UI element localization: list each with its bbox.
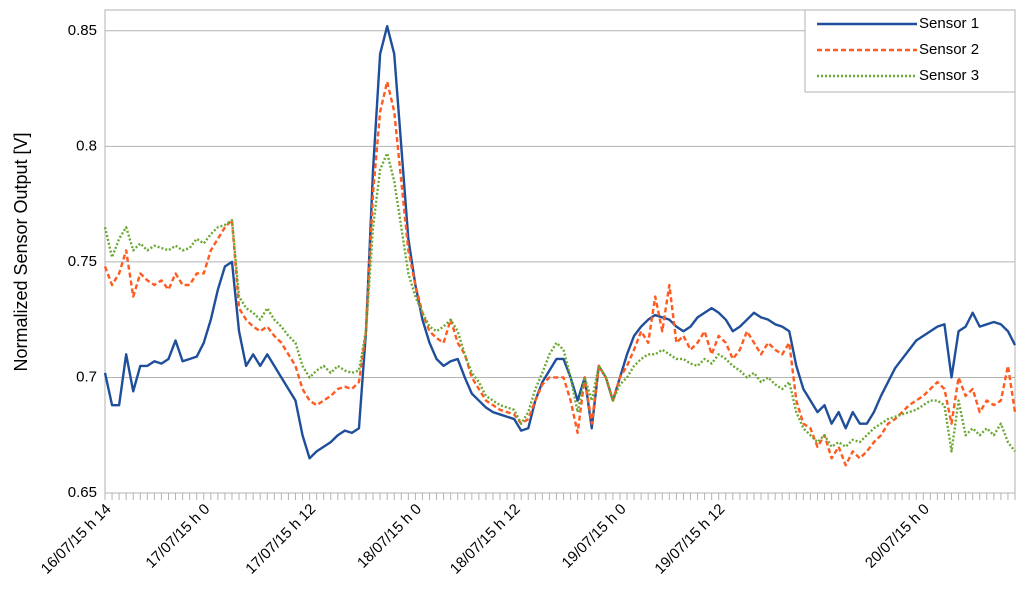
- legend-label: Sensor 3: [919, 67, 979, 84]
- series-line: [103, 24, 1017, 460]
- plot-frame: [104, 9, 1016, 494]
- y-tick-label: 0.85: [68, 22, 97, 39]
- y-tick-label: 0.7: [76, 368, 97, 385]
- legend-label: Sensor 1: [919, 15, 979, 32]
- series-line: [103, 152, 1016, 453]
- y-tick-label: 0.75: [68, 253, 97, 270]
- y-axis-label: Normalized Sensor Output [V]: [11, 132, 31, 371]
- y-tick-label: 0.65: [68, 484, 97, 501]
- series-line: [103, 80, 1017, 467]
- legend-label: Sensor 2: [919, 41, 979, 58]
- y-tick-label: 0.8: [76, 137, 97, 154]
